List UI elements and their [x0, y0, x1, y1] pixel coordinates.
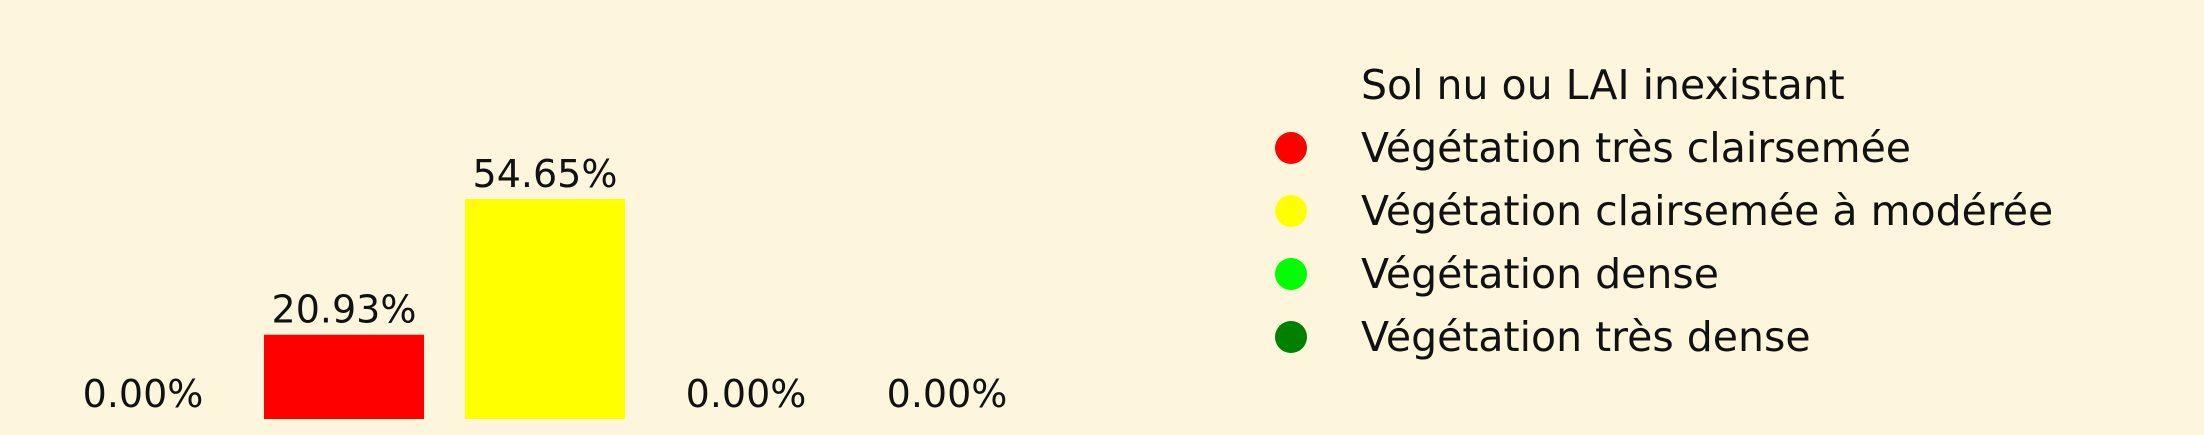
legend-item-4: Végétation dense — [1270, 249, 2053, 298]
legend-item-1: Sol nu ou LAI inexistant — [1270, 60, 2053, 109]
bar-value-label-4: 0.00% — [686, 372, 807, 416]
legend-item-2: Végétation très clairsemée — [1270, 123, 2053, 172]
bar-chart: 0.00% 20.93% 54.65% 0.00% 0.00% — [83, 152, 1008, 419]
bar-2 — [264, 334, 424, 419]
bar-3 — [465, 199, 625, 419]
legend-marker-4 — [1275, 257, 1307, 290]
legend-label-3: Végétation clairsemée à modérée — [1361, 186, 2054, 235]
legend-label-2: Végétation très clairsemée — [1361, 123, 1912, 172]
bar-value-label-2: 20.93% — [272, 288, 417, 332]
legend-item-3: Végétation clairsemée à modérée — [1270, 186, 2054, 235]
legend-marker-3 — [1275, 194, 1307, 227]
bar-value-label-5: 0.00% — [887, 372, 1008, 416]
chart-legend: Sol nu ou LAI inexistant Végétation très … — [1270, 60, 2054, 361]
legend-marker-1 — [1275, 68, 1307, 101]
legend-label-1: Sol nu ou LAI inexistant — [1361, 60, 1845, 109]
legend-item-5: Végétation très dense — [1270, 312, 2053, 361]
legend-marker-5 — [1275, 320, 1307, 353]
bar-value-label-1: 0.00% — [83, 372, 204, 416]
legend-label-5: Végétation très dense — [1361, 312, 1811, 361]
legend-marker-2 — [1275, 131, 1307, 164]
bar-value-label-3: 54.65% — [473, 152, 618, 196]
legend-label-4: Végétation dense — [1361, 249, 1719, 298]
